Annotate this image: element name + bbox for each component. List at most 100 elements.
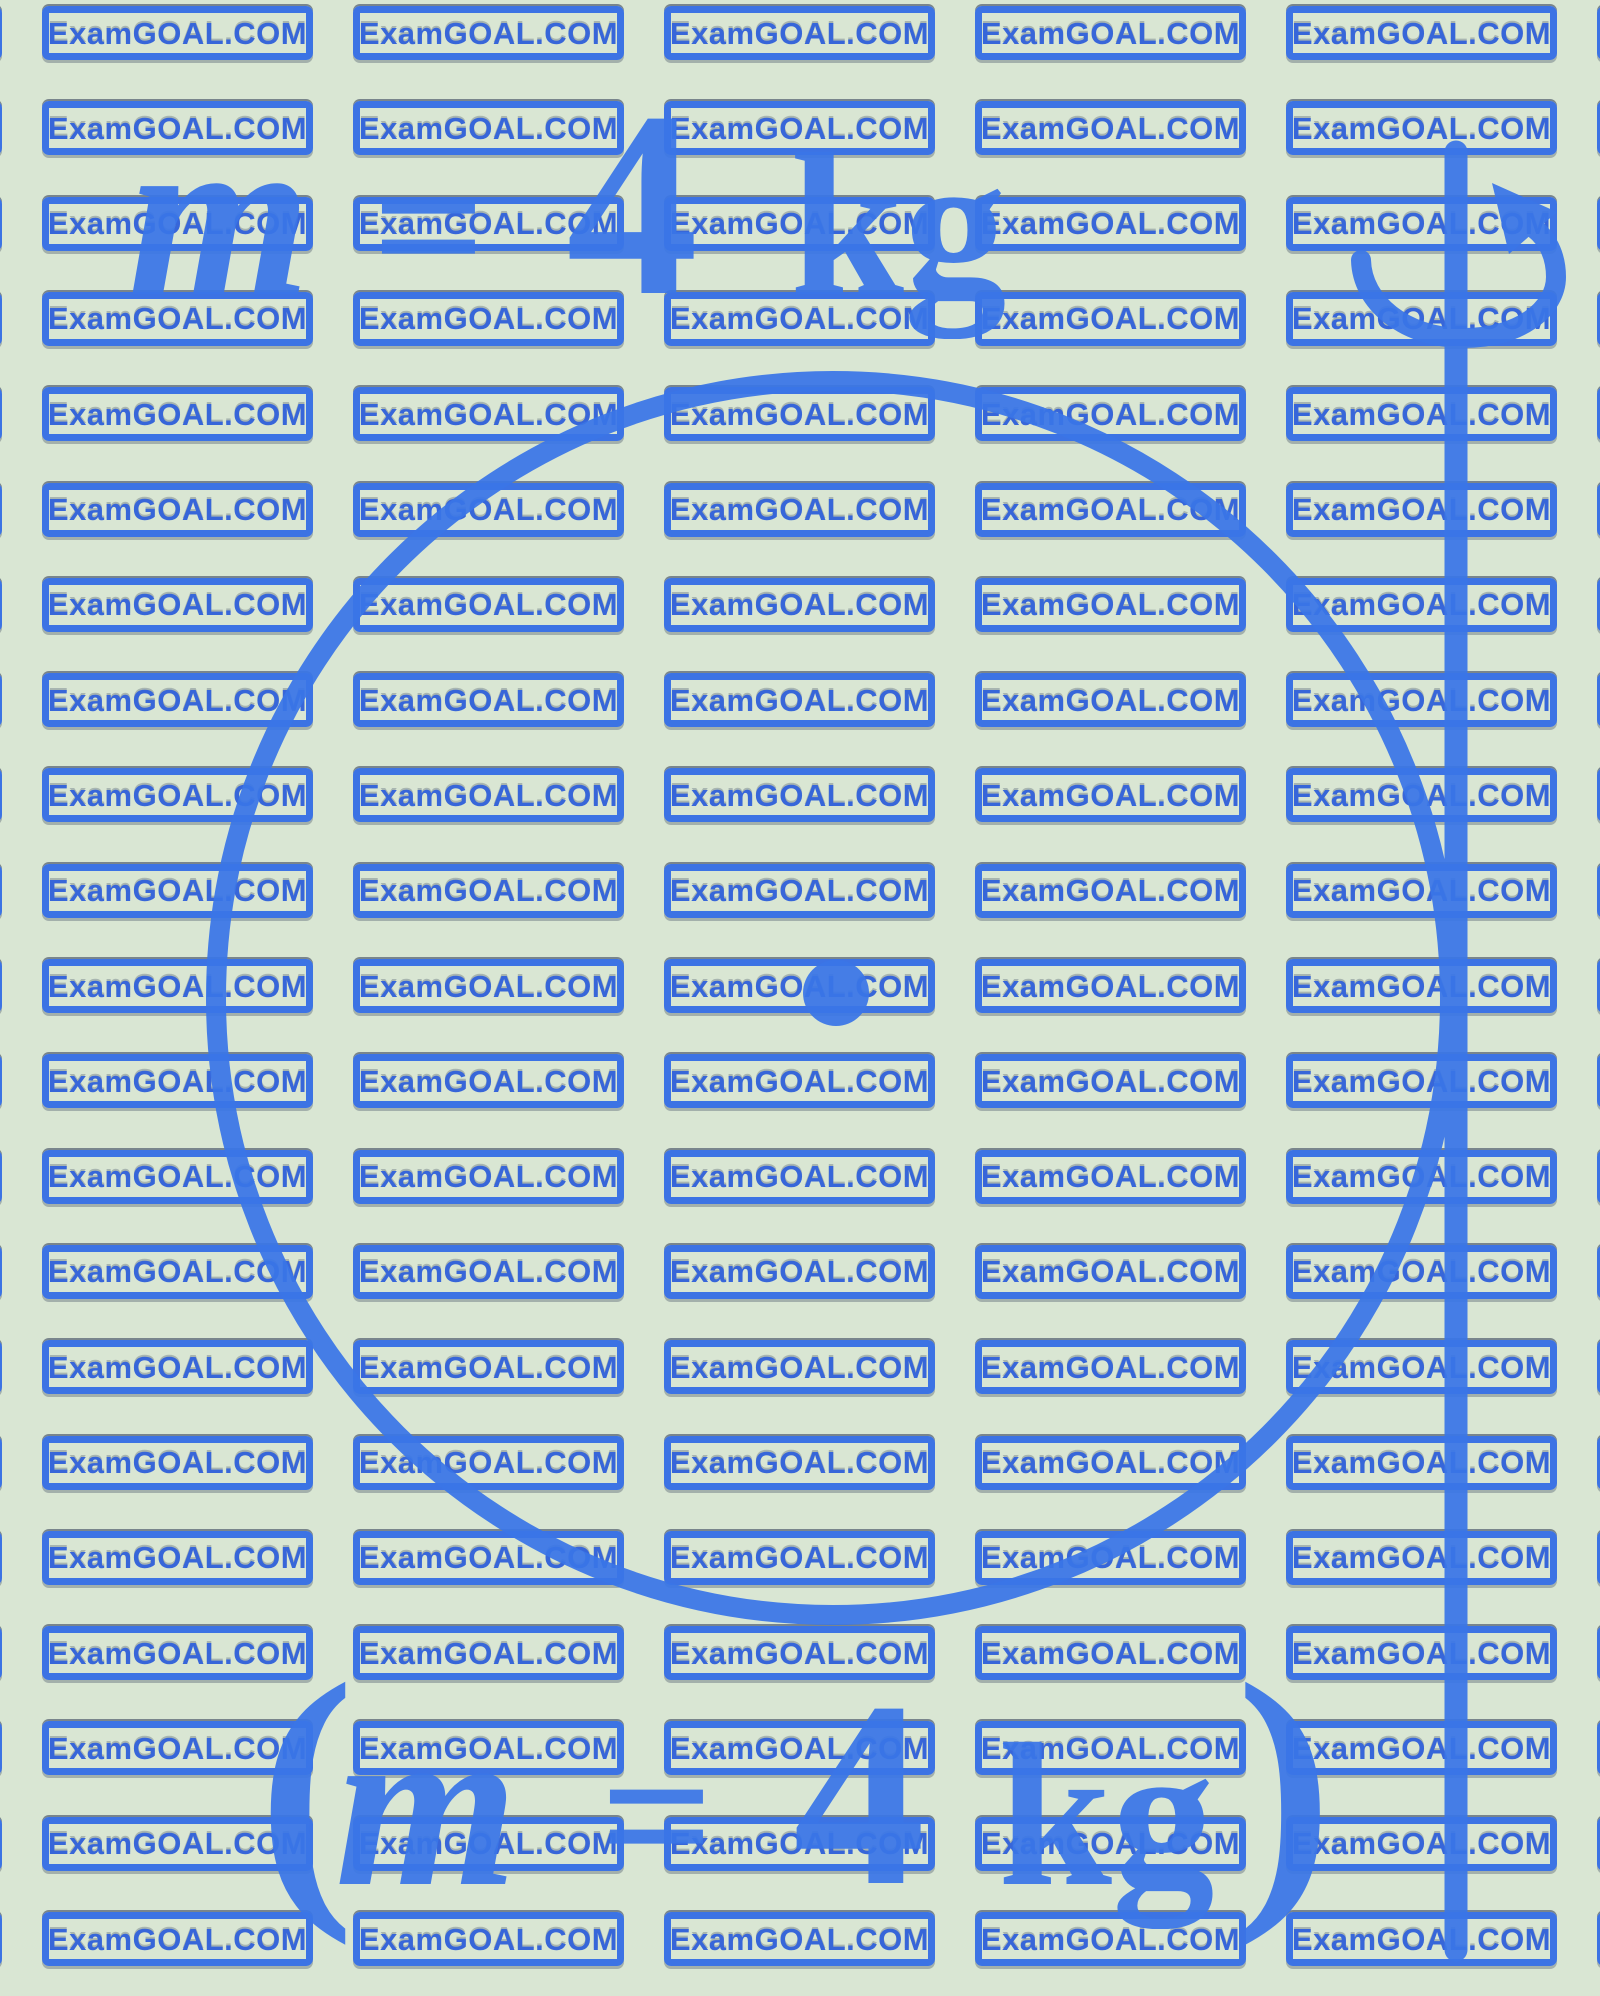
bottom-equation-token-equals: = bbox=[600, 1706, 714, 1927]
watermark-box: ExamGOAL.COM bbox=[1597, 387, 1600, 442]
watermark-text: ExamGOAL.COM bbox=[669, 777, 930, 813]
watermark-box: ExamGOAL.COM bbox=[0, 863, 2, 918]
watermark-text: ExamGOAL.COM bbox=[669, 15, 930, 51]
watermark-text: ExamGOAL.COM bbox=[47, 15, 308, 51]
watermark-box: ExamGOAL.COM bbox=[1597, 768, 1600, 823]
watermark-text: ExamGOAL.COM bbox=[47, 968, 308, 1004]
watermark-box: ExamGOAL.COM bbox=[664, 6, 935, 60]
watermark-box: ExamGOAL.COM bbox=[42, 196, 313, 251]
watermark-text: ExamGOAL.COM bbox=[1291, 396, 1552, 432]
watermark-box: ExamGOAL.COM bbox=[0, 482, 2, 537]
watermark-text: ExamGOAL.COM bbox=[358, 206, 619, 242]
watermark-text: ExamGOAL.COM bbox=[47, 1540, 308, 1576]
watermark-box: ExamGOAL.COM bbox=[975, 1816, 1246, 1871]
watermark-box: ExamGOAL.COM bbox=[975, 1626, 1246, 1681]
watermark-box: ExamGOAL.COM bbox=[1286, 863, 1557, 918]
watermark-box: ExamGOAL.COM bbox=[1286, 1244, 1557, 1299]
watermark-text: ExamGOAL.COM bbox=[1291, 1540, 1552, 1576]
watermark-box: ExamGOAL.COM bbox=[975, 673, 1246, 728]
watermark-box: ExamGOAL.COM bbox=[1597, 291, 1600, 346]
watermark-text: ExamGOAL.COM bbox=[1291, 110, 1552, 146]
watermark-text: ExamGOAL.COM bbox=[669, 206, 930, 242]
watermark-text: ExamGOAL.COM bbox=[980, 1349, 1241, 1385]
watermark-text: ExamGOAL.COM bbox=[669, 1826, 930, 1862]
watermark-text: ExamGOAL.COM bbox=[1291, 873, 1552, 909]
watermark-box: ExamGOAL.COM bbox=[42, 768, 313, 823]
watermark-text: ExamGOAL.COM bbox=[669, 1063, 930, 1099]
watermark-text: ExamGOAL.COM bbox=[980, 206, 1241, 242]
watermark-text: ExamGOAL.COM bbox=[358, 1349, 619, 1385]
watermark-box: ExamGOAL.COM bbox=[975, 1244, 1246, 1299]
watermark-box: ExamGOAL.COM bbox=[664, 673, 935, 728]
watermark-box: ExamGOAL.COM bbox=[353, 291, 624, 346]
watermark-box: ExamGOAL.COM bbox=[1597, 863, 1600, 918]
watermark-text: ExamGOAL.COM bbox=[47, 1159, 308, 1195]
watermark-box: ExamGOAL.COM bbox=[0, 1244, 2, 1299]
watermark-text: ExamGOAL.COM bbox=[47, 1445, 308, 1480]
watermark-box: ExamGOAL.COM bbox=[353, 1912, 624, 1966]
watermark-text: ExamGOAL.COM bbox=[358, 1063, 619, 1099]
watermark-box: ExamGOAL.COM bbox=[975, 291, 1246, 346]
watermark-text: ExamGOAL.COM bbox=[1291, 1730, 1552, 1766]
watermark-text: ExamGOAL.COM bbox=[980, 587, 1241, 623]
watermark-text: ExamGOAL.COM bbox=[47, 1635, 308, 1671]
watermark-text: ExamGOAL.COM bbox=[980, 1445, 1241, 1480]
watermark-text: ExamGOAL.COM bbox=[1291, 968, 1552, 1004]
watermark-box: ExamGOAL.COM bbox=[1597, 1816, 1600, 1871]
watermark-text: ExamGOAL.COM bbox=[669, 301, 930, 337]
watermark-box: ExamGOAL.COM bbox=[1597, 101, 1600, 156]
rotation-arrowhead-icon bbox=[1492, 183, 1557, 254]
watermark-box: ExamGOAL.COM bbox=[353, 863, 624, 918]
watermark-text: ExamGOAL.COM bbox=[358, 1921, 619, 1957]
watermark-box: ExamGOAL.COM bbox=[353, 673, 624, 728]
watermark-box: ExamGOAL.COM bbox=[0, 1816, 2, 1871]
watermark-text: ExamGOAL.COM bbox=[669, 1921, 930, 1957]
watermark-box: ExamGOAL.COM bbox=[1286, 6, 1557, 60]
watermark-box: ExamGOAL.COM bbox=[664, 768, 935, 823]
watermark-text: ExamGOAL.COM bbox=[1291, 1445, 1552, 1480]
watermark-box: ExamGOAL.COM bbox=[353, 6, 624, 60]
watermark-text: ExamGOAL.COM bbox=[47, 1063, 308, 1099]
watermark-box: ExamGOAL.COM bbox=[353, 1340, 624, 1395]
watermark-box: ExamGOAL.COM bbox=[353, 196, 624, 251]
watermark-text: ExamGOAL.COM bbox=[358, 396, 619, 432]
watermark-box: ExamGOAL.COM bbox=[1286, 1721, 1557, 1776]
watermark-box: ExamGOAL.COM bbox=[1286, 577, 1557, 632]
watermark-box: ExamGOAL.COM bbox=[353, 1721, 624, 1776]
watermark-text: ExamGOAL.COM bbox=[358, 873, 619, 909]
watermark-box: ExamGOAL.COM bbox=[1597, 196, 1600, 251]
watermark-box: ExamGOAL.COM bbox=[664, 291, 935, 346]
watermark-box: ExamGOAL.COM bbox=[0, 1626, 2, 1681]
watermark-text: ExamGOAL.COM bbox=[47, 396, 308, 432]
watermark-text: ExamGOAL.COM bbox=[47, 1349, 308, 1385]
watermark-box: ExamGOAL.COM bbox=[42, 291, 313, 346]
watermark-box: ExamGOAL.COM bbox=[664, 959, 935, 1013]
watermark-box: ExamGOAL.COM bbox=[42, 1626, 313, 1681]
watermark-box: ExamGOAL.COM bbox=[0, 1530, 2, 1585]
watermark-box: ExamGOAL.COM bbox=[1286, 1912, 1557, 1966]
watermark-box: ExamGOAL.COM bbox=[664, 1244, 935, 1299]
watermark-text: ExamGOAL.COM bbox=[358, 1826, 619, 1862]
watermark-box: ExamGOAL.COM bbox=[42, 959, 313, 1013]
watermark-box: ExamGOAL.COM bbox=[1597, 577, 1600, 632]
watermark-text: ExamGOAL.COM bbox=[669, 110, 930, 146]
watermark-text: ExamGOAL.COM bbox=[47, 1254, 308, 1290]
watermark-box: ExamGOAL.COM bbox=[0, 6, 2, 60]
watermark-box: ExamGOAL.COM bbox=[975, 101, 1246, 156]
watermark-text: ExamGOAL.COM bbox=[669, 1349, 930, 1385]
watermark-text: ExamGOAL.COM bbox=[980, 873, 1241, 909]
watermark-text: ExamGOAL.COM bbox=[980, 1921, 1241, 1957]
watermark-box: ExamGOAL.COM bbox=[1286, 101, 1557, 156]
watermark-box: ExamGOAL.COM bbox=[42, 577, 313, 632]
watermark-box: ExamGOAL.COM bbox=[42, 482, 313, 537]
watermark-text: ExamGOAL.COM bbox=[47, 206, 308, 242]
watermark-box: ExamGOAL.COM bbox=[353, 959, 624, 1013]
watermark-text: ExamGOAL.COM bbox=[358, 587, 619, 623]
watermark-text: ExamGOAL.COM bbox=[47, 1921, 308, 1957]
watermark-text: ExamGOAL.COM bbox=[980, 1254, 1241, 1290]
watermark-text: ExamGOAL.COM bbox=[980, 682, 1241, 718]
top-equation-token-equals: = bbox=[372, 116, 486, 337]
watermark-box: ExamGOAL.COM bbox=[42, 673, 313, 728]
watermark-box: ExamGOAL.COM bbox=[664, 863, 935, 918]
watermark-text: ExamGOAL.COM bbox=[47, 110, 308, 146]
